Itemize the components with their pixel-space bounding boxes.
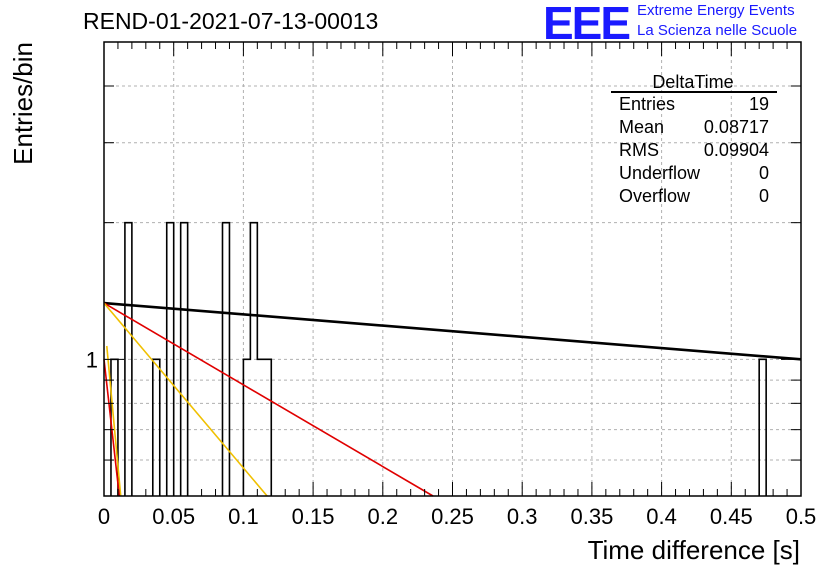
x-tick-label: 0.2 [368,504,399,529]
fit-line [103,301,802,361]
fit-line [103,302,268,497]
histogram-bar [758,358,767,496]
stats-label: RMS [619,140,659,160]
y-axis-title: Entries/bin [8,42,38,165]
eee-logo: EEE [543,0,631,49]
histogram-bar [221,221,231,496]
stats-box: DeltaTime Entries 19 Mean 0.08717 RMS 0.09904… [611,72,777,206]
histogram-bar [165,221,175,496]
x-tick-label: 0.35 [570,504,613,529]
fit-line [103,302,434,497]
histogram-bar [242,221,273,496]
stats-value: 0 [759,186,769,206]
logo-subtitle-1: Extreme Energy Events [637,2,795,19]
x-tick-label: 0.05 [152,504,195,529]
chart-title: REND-01-2021-07-13-00013 [83,8,379,34]
x-tick-labels: 0 0.05 0.1 0.15 0.2 0.25 0.3 0.35 0.4 0.45 0.5 [98,504,816,529]
x-tick-label: 0.4 [646,504,677,529]
fit-line [103,359,121,497]
stats-label: Underflow [619,163,701,183]
stats-label: Mean [619,117,664,137]
x-axis-title: Time difference [s] [588,535,800,565]
histogram-bars [110,221,767,496]
fit-line [105,345,122,497]
x-tick-label: 0 [98,504,110,529]
logo-subtitle-2: La Scienza nelle Scuole [637,22,798,39]
y-tick-label: 1 [86,347,98,372]
fit-lines [103,301,802,497]
x-tick-label: 0.15 [292,504,335,529]
x-tick-label: 0.1 [228,504,259,529]
y-tick-labels: 1 [86,347,98,372]
x-tick-label: 0.45 [710,504,753,529]
x-tick-label: 0.25 [431,504,474,529]
x-tick-label: 0.5 [786,504,817,529]
stats-value: 19 [749,94,769,114]
stats-title: DeltaTime [652,72,733,92]
axis-ticks [103,42,802,496]
stats-value: 0.08717 [704,117,769,137]
histogram-bar [151,358,161,496]
histogram-bar [179,221,189,496]
stats-value: 0.09904 [704,140,769,160]
histogram-bar [124,221,133,496]
stats-label: Entries [619,94,675,114]
stats-label: Overflow [619,186,691,206]
x-tick-label: 0.3 [507,504,538,529]
stats-value: 0 [759,163,769,183]
